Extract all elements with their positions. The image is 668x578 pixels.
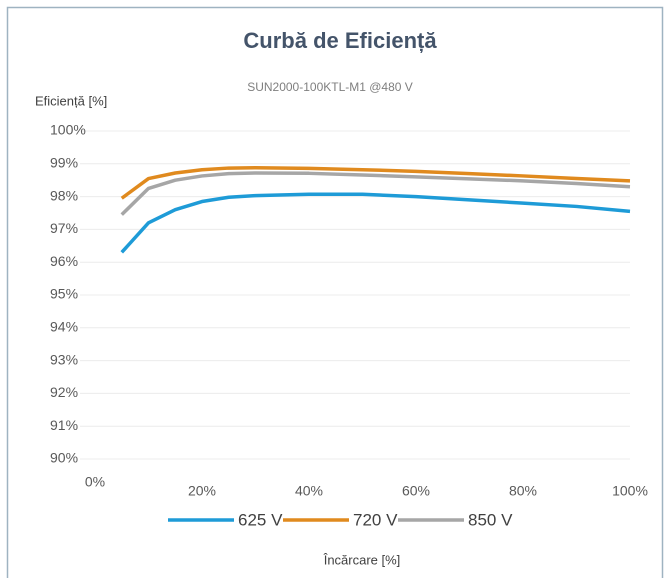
y-tick-label: 95% <box>50 286 78 302</box>
y-tick-label: 94% <box>50 319 78 335</box>
x-tick-label: 0% <box>85 474 105 490</box>
x-tick-label: 80% <box>509 483 537 499</box>
series-line <box>120 165 631 200</box>
y-axis-label: Eficiență [%] <box>35 93 107 108</box>
y-tick-label: 91% <box>50 417 78 433</box>
legend-label: 720 V <box>353 510 398 529</box>
chart-subtitle: SUN2000-100KTL-M1 @480 V <box>247 80 413 94</box>
x-tick-label: 100% <box>612 483 648 499</box>
y-tick-label: 96% <box>50 253 78 269</box>
x-axis-label: Încărcare [%] <box>323 552 401 567</box>
x-tick-label: 40% <box>295 483 323 499</box>
series-line <box>120 171 631 216</box>
legend-label: 850 V <box>468 510 513 529</box>
chart-title: Curbă de Eficiență <box>243 28 437 53</box>
legend-label: 625 V <box>238 510 283 529</box>
y-tick-label: 97% <box>50 220 78 236</box>
y-tick-label: 100% <box>50 122 86 138</box>
y-tick-label: 90% <box>50 450 78 466</box>
y-tick-label: 92% <box>50 384 78 400</box>
x-tick-label: 60% <box>402 483 430 499</box>
y-tick-label: 99% <box>50 155 78 171</box>
series-line <box>120 192 631 254</box>
chart-frame <box>6 6 664 578</box>
y-tick-label: 98% <box>50 187 78 203</box>
x-tick-label: 20% <box>188 483 216 499</box>
y-tick-label: 93% <box>50 351 78 367</box>
